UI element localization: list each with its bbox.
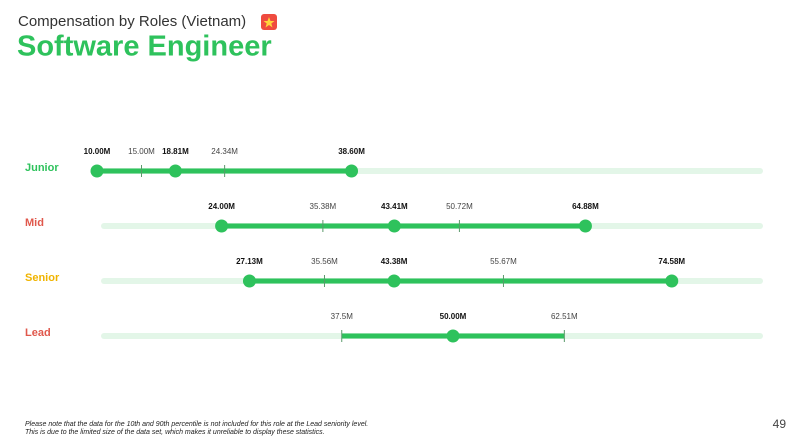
marker-dot (387, 219, 401, 233)
value-label: 74.58M (658, 257, 685, 266)
page-number: 49 (773, 417, 787, 431)
value-label: 64.88M (572, 202, 599, 211)
row-label: Mid (25, 217, 44, 229)
marker-dot (168, 164, 182, 178)
footnote: This is due to the limited size of the d… (25, 429, 325, 436)
value-label: 62.51M (551, 312, 578, 321)
marker-dot (387, 274, 401, 288)
value-label: 24.00M (208, 202, 235, 211)
value-label: 43.38M (381, 257, 408, 266)
value-label: 37.5M (331, 312, 354, 321)
value-label: 55.67M (490, 257, 517, 266)
marker-dot (215, 219, 229, 233)
marker-dot (242, 274, 256, 288)
value-label: 18.81M (162, 147, 189, 156)
value-label: 24.34M (211, 147, 238, 156)
marker-dot (665, 274, 679, 288)
value-label: 35.38M (310, 202, 337, 211)
marker-dot (446, 329, 460, 343)
value-label: 50.72M (446, 202, 473, 211)
row-label: Senior (25, 272, 60, 284)
marker-dot (345, 164, 359, 178)
value-label: 35.56M (311, 257, 338, 266)
value-label: 50.00M (440, 312, 467, 321)
value-label: 27.13M (236, 257, 263, 266)
value-label: 43.41M (381, 202, 408, 211)
subtitle: Compensation by Roles (Vietnam) (18, 13, 246, 30)
footnote: Please note that the data for the 10th a… (25, 421, 368, 428)
value-label: 15.00M (128, 147, 155, 156)
chart-title: Software Engineer (17, 31, 272, 63)
flag-icon (261, 14, 277, 30)
marker-dot (90, 164, 104, 178)
value-label: 10.00M (84, 147, 111, 156)
row-label: Lead (25, 327, 51, 339)
marker-dot (578, 219, 592, 233)
row-label: Junior (25, 162, 59, 174)
value-label: 38.60M (338, 147, 365, 156)
